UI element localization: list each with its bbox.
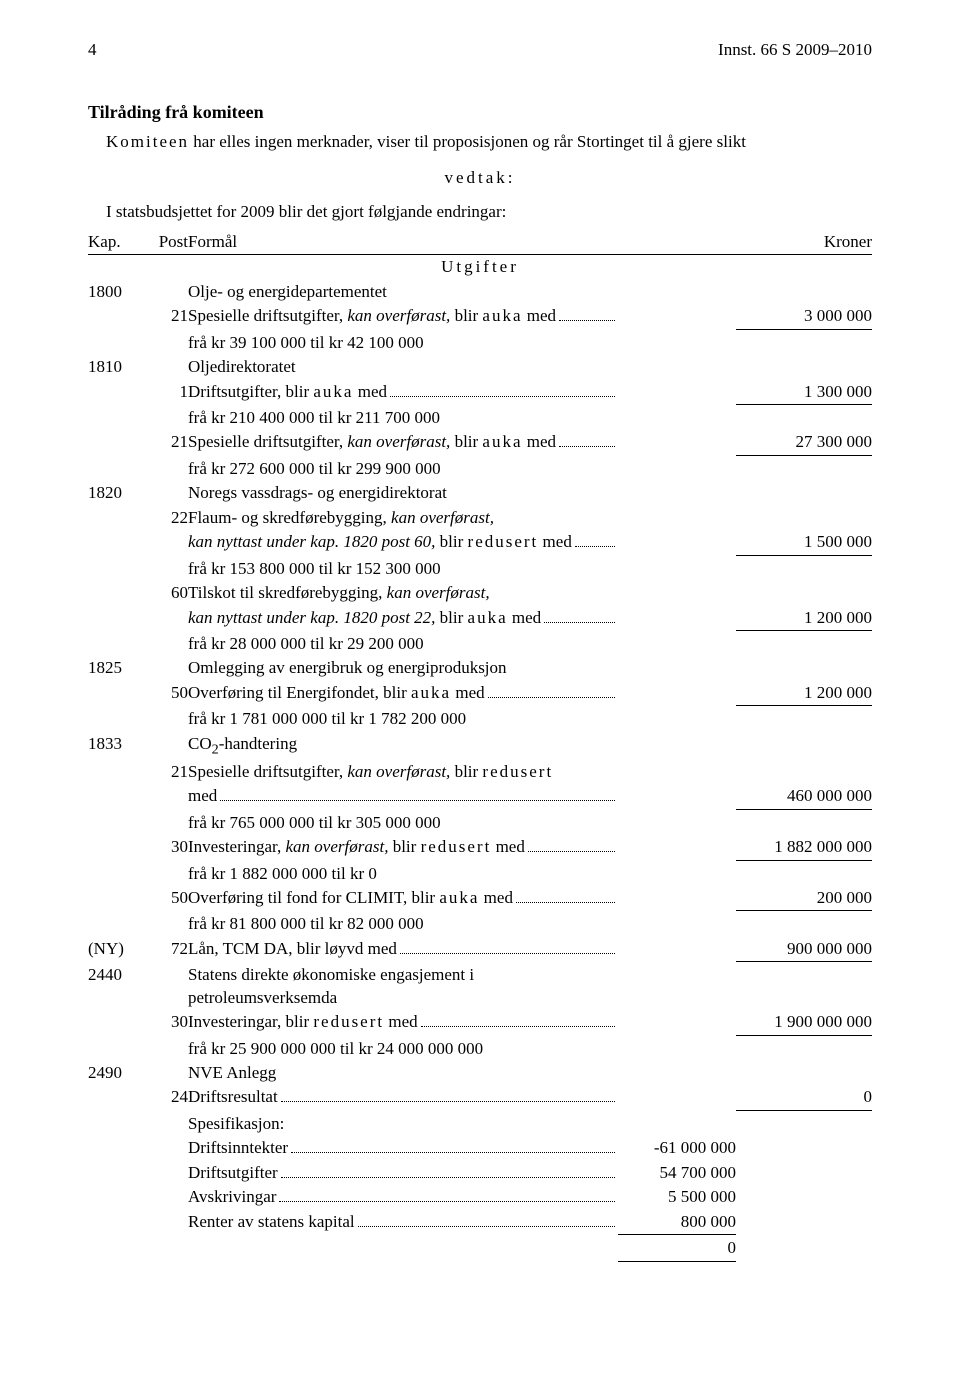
page-number: 4 — [88, 40, 97, 60]
document-page: 4 Innst. 66 S 2009–2010 Tilråding frå ko… — [0, 0, 960, 1303]
budget-table: Kap. Post Formål Kroner Utgifter 1800 Ol… — [88, 230, 872, 1263]
utgifter-label: Utgifter — [88, 255, 872, 280]
vedtak-heading: vedtak: — [88, 168, 872, 188]
kap-cell: 1800 — [88, 280, 144, 304]
table-row: Driftsinntekter -61 000 000 — [88, 1136, 872, 1160]
table-row: Driftsutgifter 54 700 000 — [88, 1161, 872, 1185]
table-row: Spesifikasjon: — [88, 1112, 872, 1136]
table-header-row: Kap. Post Formål Kroner — [88, 230, 872, 255]
table-row: 60 Tilskot til skredførebygging, kan ove… — [88, 581, 872, 605]
table-row: 1 Driftsutgifter, blir auka med 1 300 00… — [88, 380, 872, 406]
utgifter-row: Utgifter — [88, 255, 872, 280]
doc-reference: Innst. 66 S 2009–2010 — [718, 40, 872, 60]
table-row: 1825 Omlegging av energibruk og energipr… — [88, 656, 872, 680]
table-row: frå kr 210 400 000 til kr 211 700 000 — [88, 406, 872, 430]
intro-paragraph: Komiteen har elles ingen merknader, vise… — [88, 131, 872, 154]
amount-cell: 3 000 000 — [736, 305, 872, 329]
table-row: 21 Spesielle driftsutgifter, kan overfør… — [88, 304, 872, 330]
table-row: frå kr 81 800 000 til kr 82 000 000 — [88, 912, 872, 936]
title-cell: Olje- og energidepartementet — [188, 280, 618, 304]
table-row: frå kr 1 781 000 000 til kr 1 782 200 00… — [88, 707, 872, 731]
table-row: med 460 000 000 — [88, 784, 872, 810]
table-row: Renter av statens kapital 800 000 — [88, 1210, 872, 1236]
post-cell: 21 — [144, 304, 188, 330]
col-formal: Formål — [188, 230, 618, 255]
col-kap: Kap. — [88, 230, 144, 255]
table-row: 30 Investeringar, kan overførast, blir r… — [88, 835, 872, 861]
table-row: 1820 Noregs vassdrags- og energidirektor… — [88, 481, 872, 505]
table-row: 1810 Oljedirektoratet — [88, 355, 872, 379]
sub-cell: frå kr 39 100 000 til kr 42 100 000 — [188, 331, 618, 355]
page-header: 4 Innst. 66 S 2009–2010 — [88, 40, 872, 60]
table-row: 2440 Statens direkte økonomiske engasjem… — [88, 963, 872, 1010]
table-row: 1800 Olje- og energidepartementet — [88, 280, 872, 304]
table-row: 30 Investeringar, blir redusert med 1 90… — [88, 1010, 872, 1036]
table-row: frå kr 153 800 000 til kr 152 300 000 — [88, 557, 872, 581]
table-row: 2490 NVE Anlegg — [88, 1061, 872, 1085]
table-row: kan nyttast under kap. 1820 post 60, bli… — [88, 530, 872, 556]
table-row: frå kr 272 600 000 til kr 299 900 000 — [88, 457, 872, 481]
table-row: 50 Overføring til fond for CLIMIT, blir … — [88, 886, 872, 912]
table-row: frå kr 1 882 000 000 til kr 0 — [88, 862, 872, 886]
budget-intro: I statsbudsjettet for 2009 blir det gjor… — [88, 202, 872, 222]
table-row: (NY) 72 Lån, TCM DA, blir løyvd med 900 … — [88, 937, 872, 963]
desc-cell: Spesielle driftsutgifter, kan overførast… — [188, 304, 618, 330]
intro-text: har elles ingen merknader, viser til pro… — [189, 132, 746, 151]
table-row: 21 Spesielle driftsutgifter, kan overfør… — [88, 430, 872, 456]
table-row: 24 Driftsresultat 0 — [88, 1085, 872, 1111]
table-row: 0 — [88, 1236, 872, 1262]
table-row: 1833 CO2-handtering — [88, 732, 872, 760]
table-row: frå kr 28 000 000 til kr 29 200 000 — [88, 632, 872, 656]
section-title: Tilråding frå komiteen — [88, 102, 872, 123]
table-row: 22 Flaum- og skredførebygging, kan overf… — [88, 506, 872, 530]
table-row: frå kr 765 000 000 til kr 305 000 000 — [88, 811, 872, 835]
intro-committee: Komiteen — [106, 132, 189, 151]
table-row: 21 Spesielle driftsutgifter, kan overfør… — [88, 760, 872, 784]
col-post: Post — [144, 230, 188, 255]
table-row: frå kr 25 900 000 000 til kr 24 000 000 … — [88, 1037, 872, 1061]
col-subamount — [618, 230, 736, 255]
table-row: 50 Overføring til Energifondet, blir auk… — [88, 681, 872, 707]
table-row: Avskrivingar 5 500 000 — [88, 1185, 872, 1209]
table-row: frå kr 39 100 000 til kr 42 100 000 — [88, 331, 872, 355]
table-row: kan nyttast under kap. 1820 post 22, bli… — [88, 606, 872, 632]
col-kroner: Kroner — [736, 230, 872, 255]
